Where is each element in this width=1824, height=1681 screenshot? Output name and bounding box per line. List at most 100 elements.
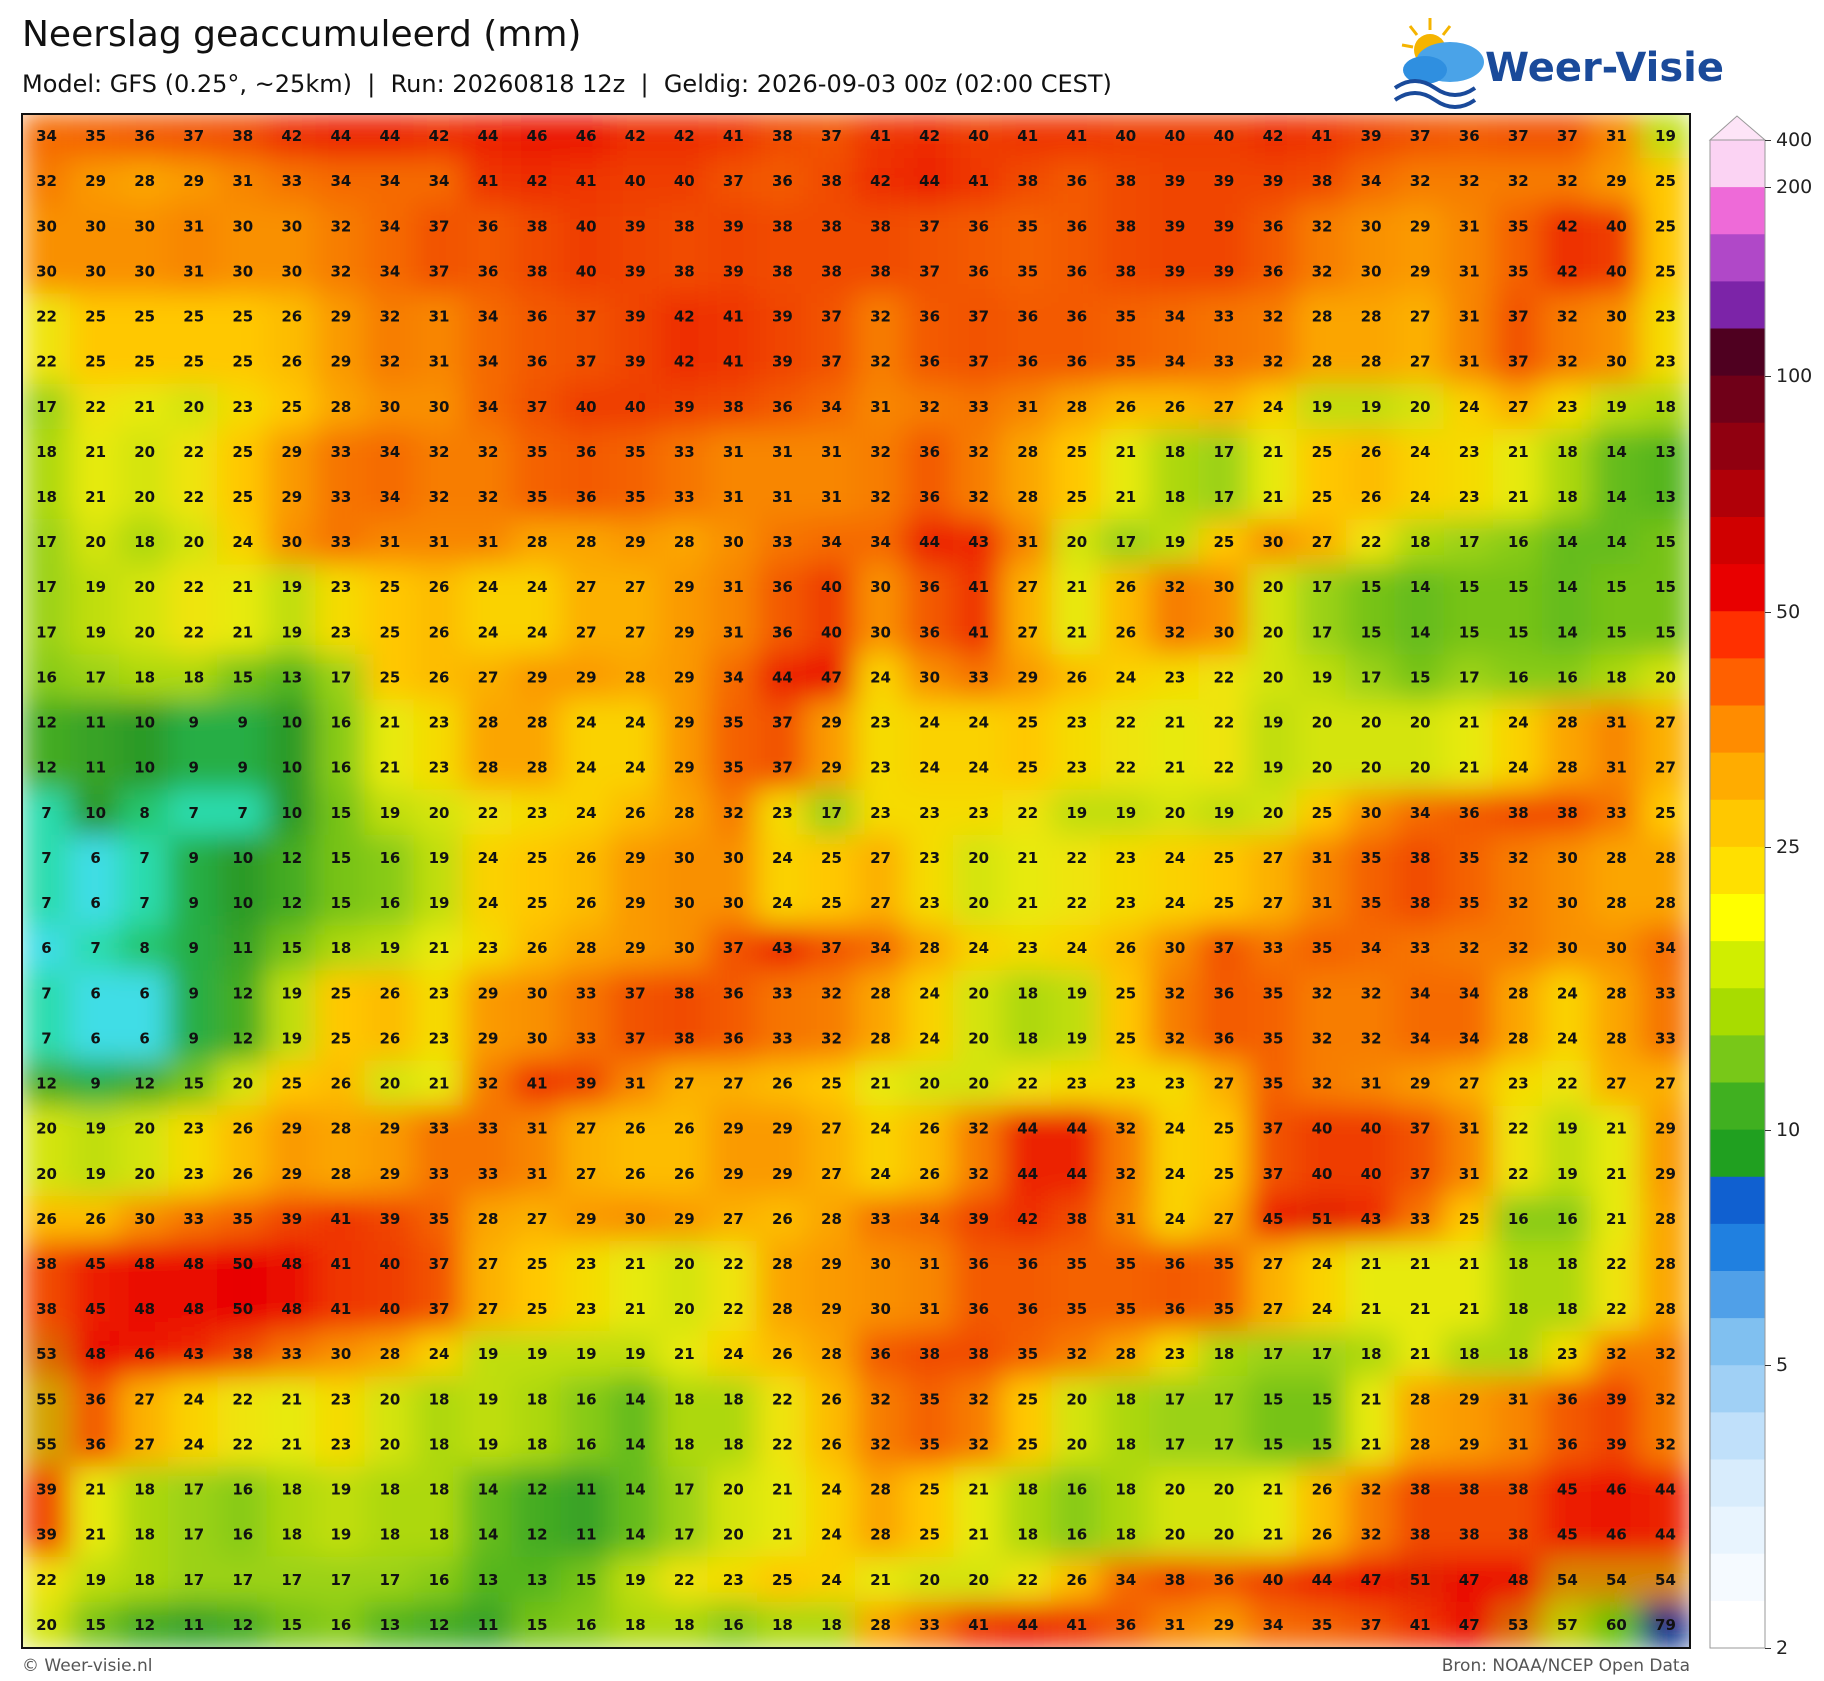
precip-cell	[1247, 834, 1299, 882]
precip-cell	[1051, 1511, 1103, 1559]
precip-value: 22	[1557, 1075, 1578, 1093]
precip-cell	[266, 699, 318, 747]
precip-value: 27	[1263, 894, 1284, 912]
precip-value: 28	[1115, 1345, 1136, 1363]
precip-value: 37	[1410, 127, 1431, 145]
precip-value: 42	[919, 127, 940, 145]
precip-cell	[1639, 1376, 1690, 1424]
precip-cell	[168, 834, 220, 882]
colorbar-extend	[1708, 115, 1767, 141]
precip-value: 38	[1410, 894, 1431, 912]
precip-value: 28	[1606, 849, 1627, 867]
precip-cell	[756, 1331, 808, 1379]
precip-cell	[1443, 744, 1495, 792]
precip-cell	[805, 338, 857, 386]
precip-value: 36	[1017, 1300, 1038, 1318]
precip-value: 22	[723, 1300, 744, 1318]
precip-value: 34	[1459, 1029, 1480, 1047]
precip-cell	[1394, 473, 1446, 522]
precip-cell	[904, 1556, 956, 1604]
precip-cell	[1247, 1556, 1299, 1604]
precip-value: 44	[1066, 1165, 1087, 1183]
precip-value: 36	[85, 1435, 106, 1453]
precip-value: 28	[772, 1255, 793, 1273]
precip-value: 27	[1263, 1255, 1284, 1273]
precip-cell	[22, 248, 73, 296]
precip-cell	[1051, 970, 1103, 1018]
precip-cell	[1541, 654, 1593, 702]
precip-cell	[364, 1511, 416, 1559]
precip-value: 6	[90, 894, 100, 912]
precip-cell	[1492, 519, 1544, 567]
precip-value: 28	[576, 533, 597, 551]
precip-cell	[168, 1511, 220, 1559]
precip-cell	[805, 519, 857, 567]
precip-value: 43	[772, 939, 793, 957]
precip-cell	[1100, 744, 1152, 792]
precip-cell	[1100, 1601, 1152, 1648]
precip-value: 17	[1214, 488, 1235, 506]
precip-value: 32	[723, 804, 744, 822]
precip-value: 22	[674, 1571, 695, 1589]
precip-cell	[315, 114, 367, 161]
precip-cell	[119, 1286, 171, 1334]
precip-cell	[756, 1015, 808, 1063]
precip-cell	[707, 1376, 759, 1424]
precip-cell	[1149, 609, 1201, 657]
precip-value: 60	[1606, 1616, 1627, 1634]
precip-value: 38	[1312, 172, 1333, 190]
precip-cell	[1345, 1466, 1397, 1514]
precip-cell	[315, 428, 367, 476]
precip-cell	[364, 925, 416, 973]
precip-value: 14	[478, 1526, 499, 1544]
precip-cell	[1345, 473, 1397, 522]
precip-value: 18	[1017, 1526, 1038, 1544]
precip-value: 18	[1115, 1526, 1136, 1544]
precip-value: 29	[625, 939, 646, 957]
precip-cell	[462, 1195, 514, 1243]
precip-value: 18	[821, 1616, 842, 1634]
precip-value: 9	[188, 894, 198, 912]
precip-cell	[1639, 338, 1690, 386]
precip-value: 21	[134, 398, 155, 416]
precip-cell	[168, 519, 220, 567]
precip-cell	[1051, 114, 1103, 161]
precip-value: 31	[1115, 1210, 1136, 1228]
precip-value: 25	[134, 353, 155, 371]
precip-value: 30	[527, 984, 548, 1002]
precip-value: 36	[1459, 127, 1480, 145]
precip-cell	[1590, 1331, 1642, 1379]
precip-value: 40	[1115, 127, 1136, 145]
precip-value: 38	[1115, 262, 1136, 280]
precip-value: 41	[968, 172, 989, 190]
precip-cell	[462, 383, 514, 431]
precip-value: 29	[380, 1120, 401, 1138]
precip-value: 25	[380, 578, 401, 596]
precip-value: 36	[478, 217, 499, 235]
precip-value: 30	[281, 533, 302, 551]
precip-value: 33	[674, 488, 695, 506]
precip-value: 25	[1017, 1435, 1038, 1453]
precip-value: 24	[919, 759, 940, 777]
precip-cell	[217, 1286, 269, 1334]
precip-cell	[658, 1556, 710, 1604]
precip-cell	[1296, 970, 1348, 1018]
precip-cell	[1296, 880, 1348, 928]
precip-cell	[1345, 428, 1397, 476]
precip-value: 37	[723, 939, 744, 957]
precip-value: 23	[183, 1120, 204, 1138]
precip-cell	[364, 564, 416, 612]
precip-value: 25	[1312, 804, 1333, 822]
precip-cell	[805, 248, 857, 296]
precip-value: 24	[919, 984, 940, 1002]
precip-cell	[756, 699, 808, 747]
precip-value: 21	[1410, 1300, 1431, 1318]
precip-value: 23	[1164, 1345, 1185, 1363]
precip-value: 22	[1606, 1255, 1627, 1273]
precip-value: 21	[968, 1481, 989, 1499]
precip-cell	[1492, 1556, 1544, 1604]
precip-value: 32	[870, 308, 891, 326]
precip-cell	[904, 564, 956, 612]
precip-cell	[904, 744, 956, 792]
precip-value: 18	[429, 1526, 450, 1544]
